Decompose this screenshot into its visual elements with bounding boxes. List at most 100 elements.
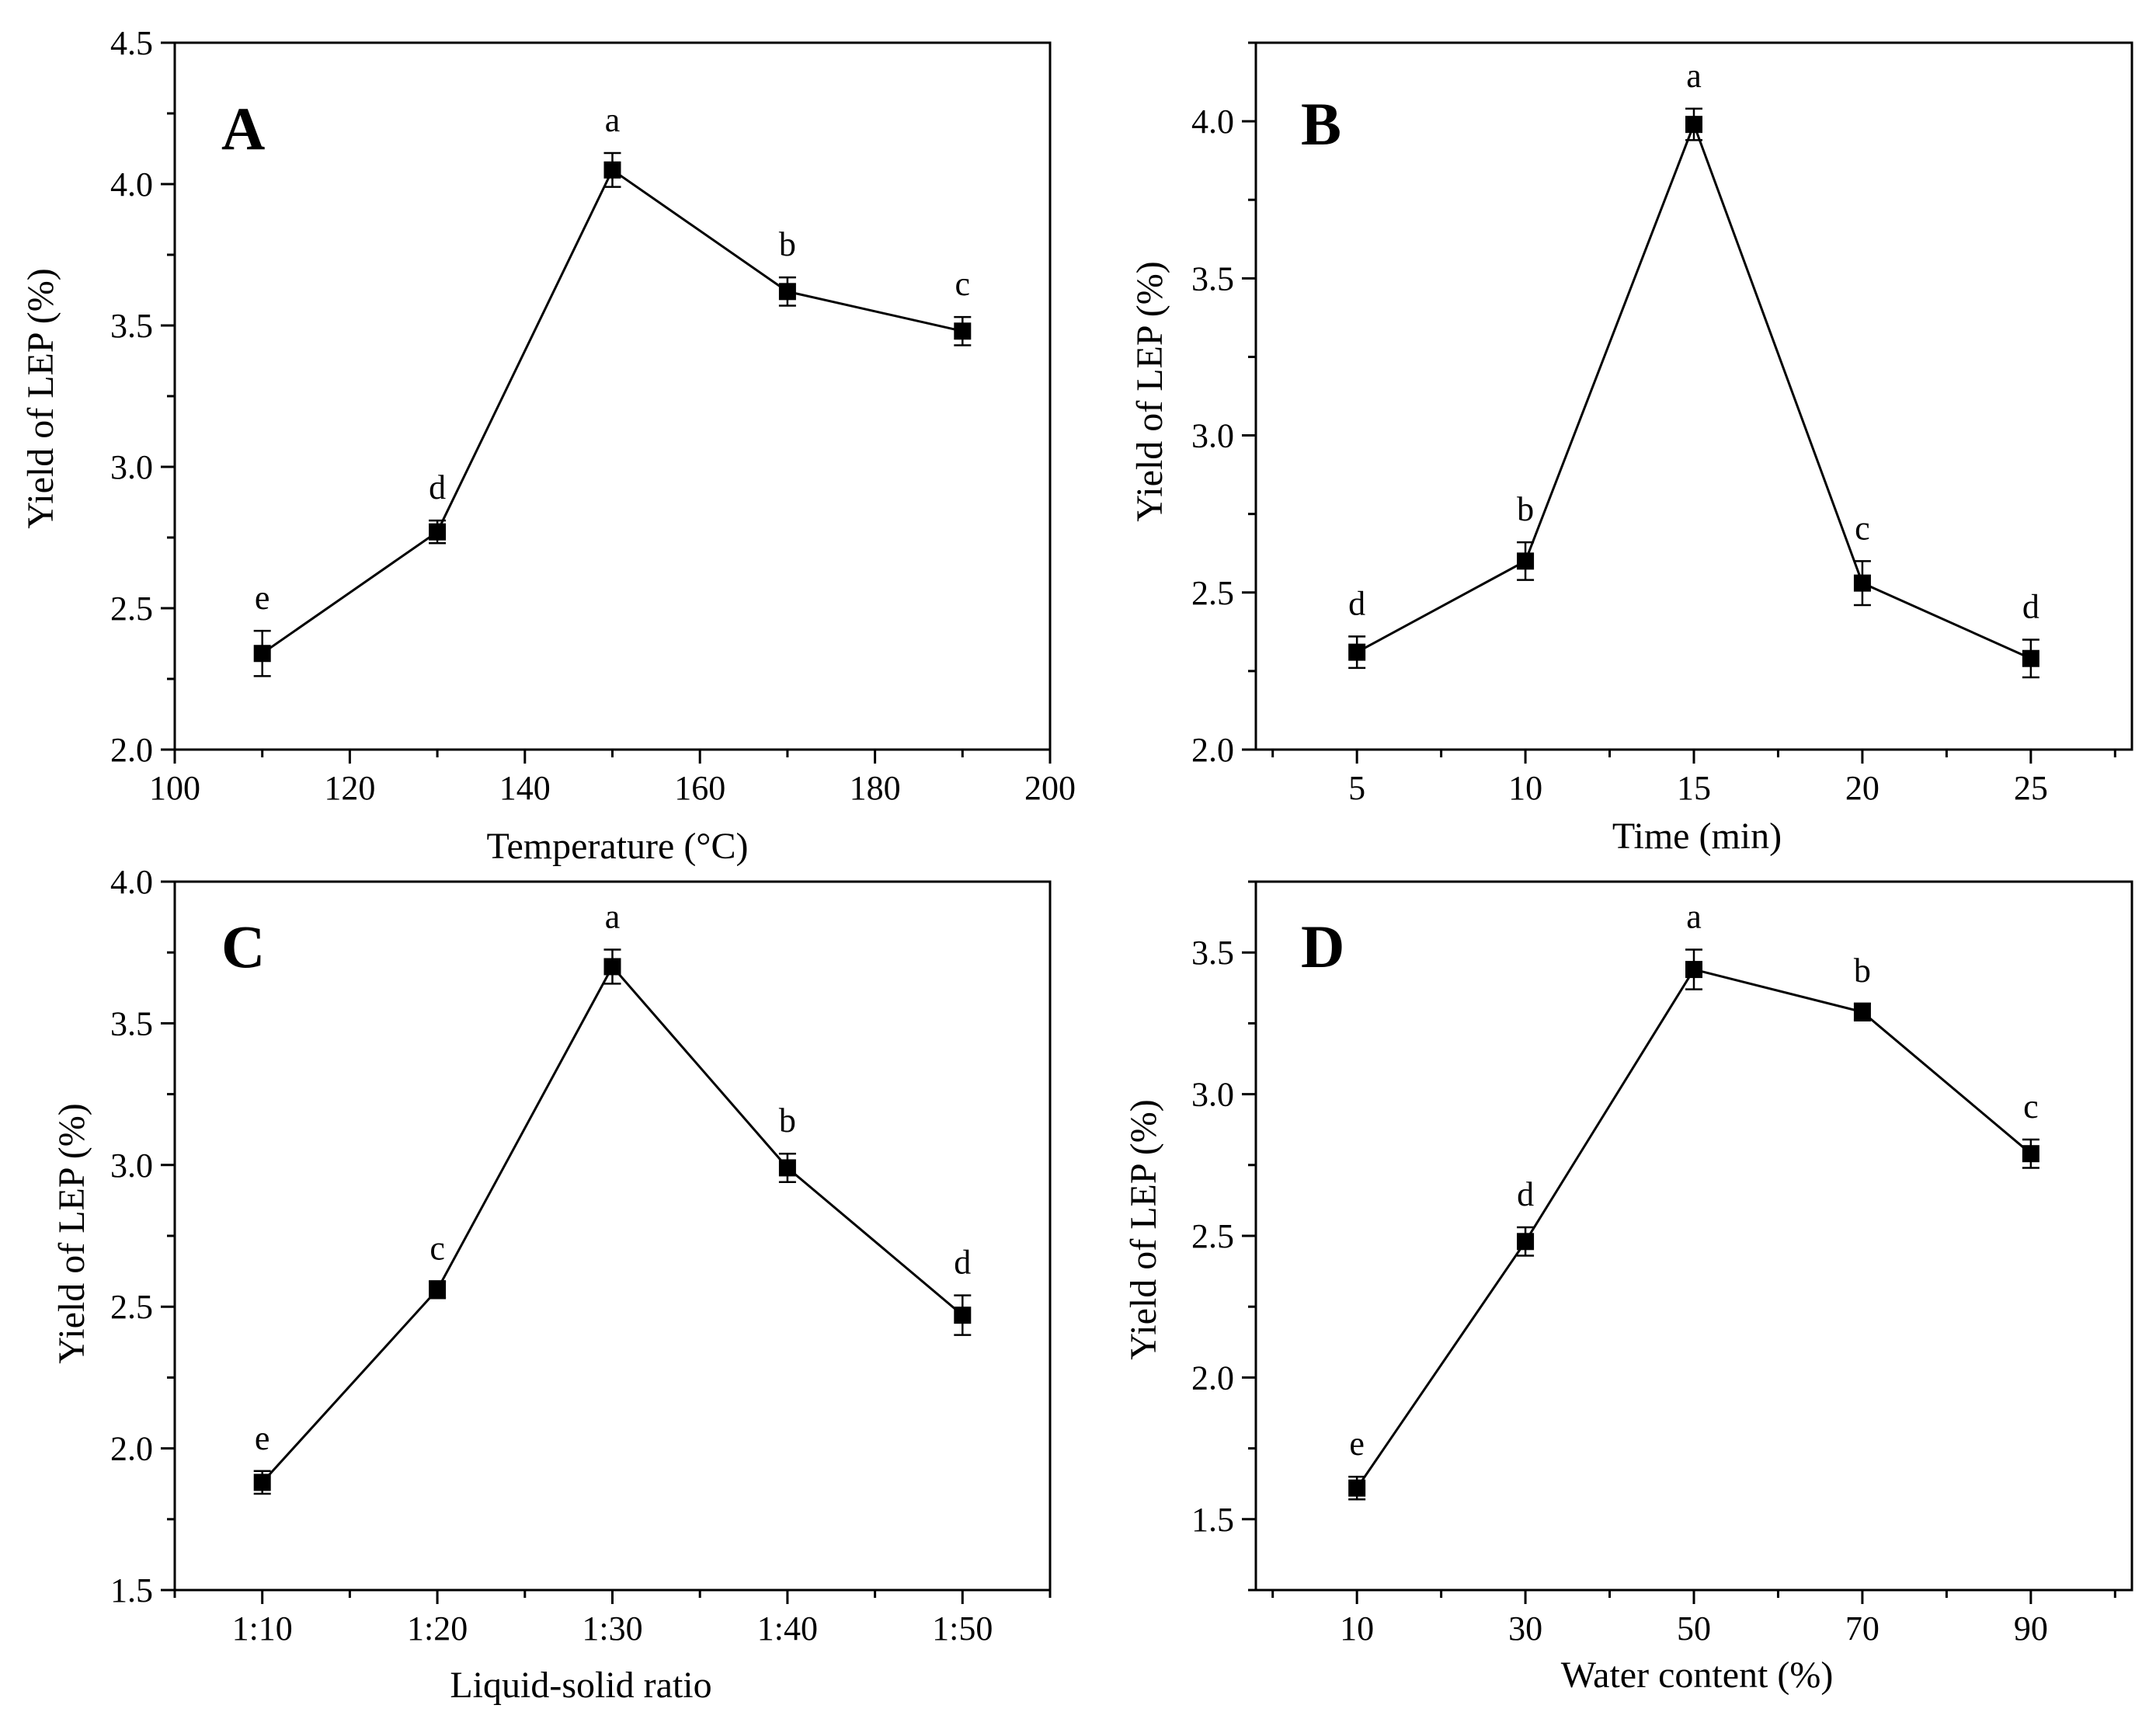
panel-d-significance-label: d <box>1517 1175 1534 1213</box>
panel-c-y-tick-label: 2.0 <box>110 1430 153 1468</box>
panel-d-y-tick-label: 2.0 <box>1191 1359 1234 1397</box>
panel-c-x-tick-label: 1:10 <box>232 1609 293 1648</box>
panel-c-significance-label: c <box>429 1229 445 1267</box>
panel-a-significance-label: a <box>605 101 621 139</box>
panel-a-data-point <box>253 645 271 663</box>
panel-b-y-tick-label: 3.0 <box>1191 417 1234 455</box>
panel-c-y-tick-label: 1.5 <box>110 1571 153 1609</box>
panel-d-x-tick-label: 50 <box>1677 1609 1711 1648</box>
panel-b-y-tick-label: 4.0 <box>1191 103 1234 141</box>
panel-c-x-tick-label: 1:40 <box>757 1609 818 1648</box>
panel-b-x-tick-label: 25 <box>2014 769 2048 807</box>
panel-c-significance-label: e <box>255 1419 270 1457</box>
panel-b-data-point <box>1685 116 1702 134</box>
panel-c-data-point <box>603 958 621 976</box>
panel-d-letter: D <box>1301 913 1344 980</box>
panel-d-y-tick-label: 3.5 <box>1191 934 1234 972</box>
panel-a-x-tick-label: 200 <box>1024 769 1076 807</box>
panel-d-y-axis-label: Yield of LEP (%) <box>1123 1099 1164 1359</box>
panel-d-significance-label: e <box>1349 1425 1365 1463</box>
panel-c-y-tick-label: 3.0 <box>110 1147 153 1185</box>
panel-a-significance-label: e <box>255 579 270 617</box>
panel-d: D Water content (%) Yield of LEP (%) 1.5… <box>1123 880 2133 1696</box>
panel-b-x-tick-label: 15 <box>1677 769 1711 807</box>
panel-b-data-point <box>1517 552 1535 570</box>
panel-c-y-tick-label: 3.5 <box>110 1004 153 1042</box>
panel-a-significance-label: d <box>429 468 446 506</box>
panel-c-x-tick-label: 1:50 <box>932 1609 993 1648</box>
panel-c-significance-label: a <box>605 898 621 936</box>
panel-b-x-tick-label: 20 <box>1845 769 1880 807</box>
panel-a-y-tick-label: 4.0 <box>110 165 153 204</box>
panel-b-significance-label: d <box>2022 587 2040 625</box>
panel-c-significance-label: d <box>954 1244 971 1282</box>
panel-d-data-point <box>1685 961 1702 979</box>
panel-c-y-axis-label: Yield of LEP (%) <box>51 1103 92 1363</box>
panel-a-significance-label: b <box>779 225 796 263</box>
panel-a-significance-label: c <box>955 265 971 303</box>
panel-b-significance-label: d <box>1348 584 1365 622</box>
panel-b-y-tick-label: 2.5 <box>1191 574 1234 612</box>
panel-a-y-tick-label: 3.5 <box>110 307 153 345</box>
panel-b-significance-label: a <box>1686 57 1702 95</box>
panel-a-x-tick-label: 120 <box>324 769 375 807</box>
panel-a-x-tick-label: 160 <box>674 769 725 807</box>
panel-d-x-tick-label: 30 <box>1508 1609 1542 1648</box>
panel-a-x-tick-label: 100 <box>149 769 200 807</box>
panel-b-x-axis-label: Time (min) <box>1612 816 1782 857</box>
panel-a: A Temperature (°C) Yield of LEP (%) 2.0 2… <box>20 24 1076 867</box>
panel-c-significance-label: b <box>779 1101 796 1140</box>
panel-a-x-axis-label: Temperature (°C) <box>486 826 748 867</box>
panel-a-y-axis-label: Yield of LEP (%) <box>20 268 61 528</box>
panel-d-x-tick-label: 90 <box>2014 1609 2048 1648</box>
panel-c-data-point <box>429 1281 447 1299</box>
panel-b-y-tick-label: 3.5 <box>1191 259 1234 298</box>
panel-a-y-tick-label: 2.5 <box>110 590 153 628</box>
panel-d-y-tick-label: 2.5 <box>1191 1217 1234 1255</box>
panel-b: B Time (min) Yield of LEP (%) 2.0 2.5 3.0 3… <box>1129 41 2133 857</box>
panel-d-data-point <box>1853 1003 1871 1021</box>
panel-d-significance-label: a <box>1686 898 1702 936</box>
panel-a-data-point <box>429 523 447 541</box>
panel-b-data-point <box>1348 643 1366 661</box>
panel-b-x-tick-label: 10 <box>1508 769 1542 807</box>
panel-d-significance-label: b <box>1854 952 1871 990</box>
panel-a-data-point <box>778 283 796 301</box>
panel-b-y-axis-label: Yield of LEP (%) <box>1129 261 1170 521</box>
panel-a-y-tick-label: 2.0 <box>110 731 153 769</box>
panel-d-x-tick-label: 10 <box>1340 1609 1374 1648</box>
panel-a-data-point <box>954 322 972 340</box>
panel-b-letter: B <box>1301 90 1341 158</box>
panel-c-y-tick-label: 2.5 <box>110 1288 153 1326</box>
panel-b-x-tick-label: 5 <box>1348 769 1365 807</box>
panel-d-x-axis-label: Water content (%) <box>1561 1655 1834 1696</box>
panel-d-significance-label: c <box>2023 1087 2039 1126</box>
panel-d-y-tick-label: 1.5 <box>1191 1501 1234 1539</box>
panel-a-letter: A <box>221 95 265 162</box>
panel-d-data-point <box>1348 1479 1366 1497</box>
panel-a-y-tick-label: 4.5 <box>110 24 153 62</box>
panel-b-significance-label: b <box>1517 490 1534 528</box>
panel-c-data-point <box>778 1159 796 1177</box>
panel-c-x-tick-label: 1:20 <box>407 1609 468 1648</box>
panel-c-x-axis-label: Liquid-solid ratio <box>450 1665 711 1706</box>
panel-b-significance-label: c <box>1855 509 1870 547</box>
panel-a-data-point <box>603 161 621 179</box>
panel-c-data-point <box>954 1307 972 1324</box>
panel-a-x-tick-label: 180 <box>850 769 901 807</box>
panel-b-data-point <box>1853 574 1871 592</box>
panel-d-y-tick-label: 3.0 <box>1191 1076 1234 1114</box>
panel-c: C Liquid-solid ratio Yield of LEP (%) 1.… <box>51 863 1052 1706</box>
panel-c-letter: C <box>221 913 265 980</box>
panel-c-x-tick-label: 1:30 <box>582 1609 642 1648</box>
panel-a-y-tick-label: 3.0 <box>110 448 153 486</box>
panel-c-y-tick-label: 4.0 <box>110 863 153 901</box>
panel-d-x-tick-label: 70 <box>1845 1609 1880 1648</box>
panel-a-x-tick-label: 140 <box>499 769 551 807</box>
panel-b-data-point <box>2022 649 2040 667</box>
panel-b-y-tick-label: 2.0 <box>1191 731 1234 769</box>
panel-d-data-point <box>1517 1233 1535 1251</box>
panel-d-data-point <box>2022 1145 2040 1163</box>
